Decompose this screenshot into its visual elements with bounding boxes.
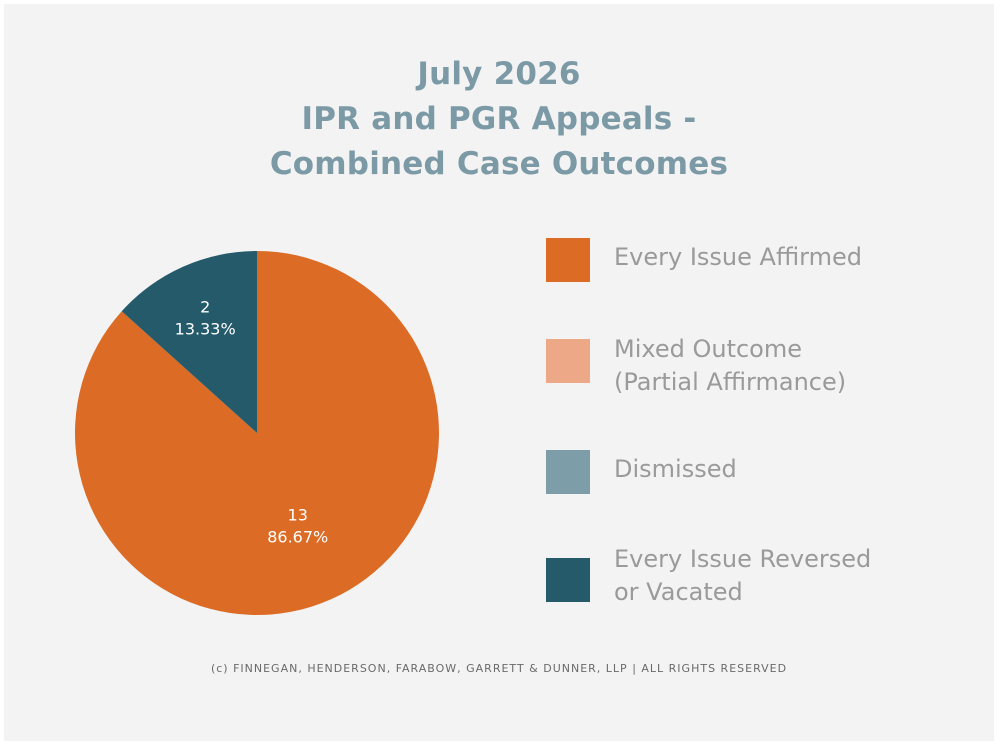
legend-swatch-dismissed [546,450,590,494]
chart-title-line-3: Combined Case Outcomes [269,146,729,182]
legend-label-every-issue-reversed: Every Issue Reversed or Vacated [614,543,984,609]
legend-label-dismissed: Dismissed [614,453,984,486]
legend-label-every-issue-affirmed: Every Issue Affirmed [614,241,984,274]
legend-item-every-issue-reversed: Every Issue Reversed or Vacated [546,545,986,626]
pie-data-label-count: 13 [288,505,308,524]
legend-item-dismissed: Dismissed [546,448,986,518]
chart-legend: Every Issue Affirmed Mixed Outcome (Part… [546,4,986,741]
legend-swatch-every-issue-reversed [546,558,590,602]
chart-frame: July 2026 IPR and PGR Appeals - Combined… [4,4,994,741]
legend-label-line: Every Issue Reversed [614,545,872,573]
legend-swatch-every-issue-affirmed [546,238,590,282]
legend-label-line: or Vacated [614,578,743,606]
legend-label-line: Mixed Outcome [614,335,803,363]
chart-title-line-2: IPR and PGR Appeals - [301,101,697,137]
pie-slice-every-issue-reversed-or-vacated [121,251,257,433]
legend-item-mixed-outcome: Mixed Outcome (Partial Affirmance) [546,335,986,407]
legend-label-line: (Partial Affirmance) [614,368,847,396]
legend-swatch-mixed-outcome [546,339,590,383]
chart-title: July 2026 IPR and PGR Appeals - Combined… [4,52,994,187]
pie-data-label-count: 2 [200,298,210,317]
legend-item-every-issue-affirmed: Every Issue Affirmed [546,236,986,306]
pie-chart: 13 86.67% 2 13.33% [74,251,440,615]
legend-label-line: Every Issue Affirmed [614,243,862,271]
pie-data-label-percent: 86.67% [267,527,328,546]
legend-label-line: Dismissed [614,455,737,483]
chart-title-line-1: July 2026 [417,56,581,92]
pie-data-label-percent: 13.33% [175,320,236,339]
legend-label-mixed-outcome: Mixed Outcome (Partial Affirmance) [614,333,984,399]
copyright-footer: (c) FINNEGAN, HENDERSON, FARABOW, GARRET… [210,662,788,675]
